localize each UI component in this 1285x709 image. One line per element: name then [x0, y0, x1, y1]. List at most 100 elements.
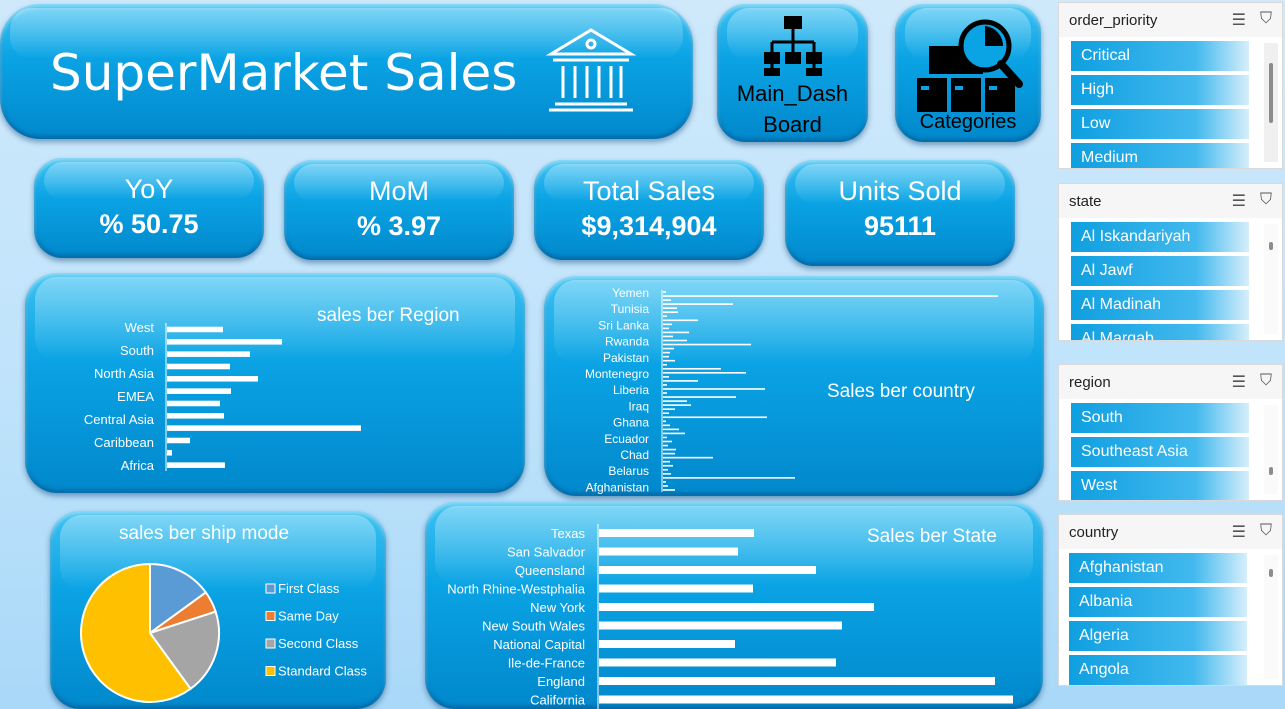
- country-tick-label: Yemen: [612, 286, 649, 300]
- country-bar: [663, 464, 673, 467]
- country-bar: [663, 299, 671, 301]
- state-tick-label: Texas: [551, 526, 585, 541]
- hierarchy-icon: [764, 16, 822, 76]
- region-bar: [167, 388, 231, 394]
- kpi-total-sales-value: $9,314,904: [581, 211, 717, 241]
- region-tick-label: Central Asia: [84, 412, 155, 427]
- state-chart-card: Sales ber State Texas San Salvador Queensl…: [425, 502, 1043, 709]
- country-bar: [663, 444, 668, 447]
- scroll-thumb[interactable]: [1269, 467, 1273, 475]
- bank-icon: [545, 28, 637, 112]
- slicer-scrollbar[interactable]: [1264, 43, 1278, 162]
- region-bar: [167, 363, 230, 370]
- state-bar-chart: Texas San Salvador Queensland North Rhine-W…: [447, 524, 1013, 709]
- slicer-item[interactable]: West: [1071, 471, 1249, 500]
- state-bar: [599, 621, 842, 630]
- country-bar: [663, 432, 685, 435]
- region-tick-label: North Asia: [94, 366, 155, 381]
- slicer-scrollbar[interactable]: [1264, 224, 1278, 334]
- page-title: SuperMarket Sales: [50, 44, 518, 102]
- main-dashboard-button[interactable]: Main_Dash Board: [717, 4, 868, 142]
- clear-filter-icon[interactable]: ⛉: [1259, 372, 1272, 389]
- country-bar: [663, 363, 667, 366]
- country-bar: [663, 367, 721, 370]
- state-chart-title: Sales ber State: [867, 526, 997, 547]
- slicer-order-priority[interactable]: order_priority ☰ ⛉ Critical High Low Med…: [1058, 2, 1283, 169]
- country-bar: [663, 307, 677, 309]
- slicer-item[interactable]: Low: [1071, 109, 1249, 139]
- state-tick-label: England: [537, 674, 585, 689]
- slicer-item[interactable]: Southeast Asia: [1071, 437, 1249, 467]
- state-bar: [599, 677, 995, 685]
- multi-select-icon[interactable]: ☰: [1231, 193, 1246, 210]
- country-bar: [663, 448, 676, 451]
- region-bar: [167, 437, 190, 444]
- legend-swatch: [265, 583, 276, 594]
- region-bar: [167, 462, 225, 468]
- slicer-item[interactable]: Al Iskandariyah: [1071, 222, 1249, 252]
- country-bar: [663, 460, 670, 463]
- slicer-item[interactable]: Al Marqab: [1071, 324, 1249, 340]
- slicer-scrollbar[interactable]: [1264, 555, 1278, 679]
- clear-filter-icon[interactable]: ⛉: [1259, 191, 1272, 208]
- slicer-region[interactable]: region ☰ ⛉ South Southeast Asia West: [1058, 364, 1283, 501]
- categories-button[interactable]: Categories: [895, 4, 1041, 142]
- slicer-header: country ☰ ⛉: [1059, 515, 1282, 549]
- slicer-item[interactable]: Algeria: [1069, 621, 1247, 651]
- country-tick-label: Montenegro: [585, 367, 649, 381]
- slicer-state[interactable]: state ☰ ⛉ Al Iskandariyah Al Jawf Al Mad…: [1058, 183, 1283, 341]
- slicer-items: Critical High Low Medium: [1059, 37, 1282, 168]
- pie-slice: [80, 562, 192, 703]
- country-bar: [663, 436, 667, 439]
- multi-select-icon[interactable]: ☰: [1231, 374, 1246, 391]
- slicer-item[interactable]: High: [1071, 75, 1249, 105]
- slicer-item[interactable]: Afghanistan: [1069, 553, 1247, 583]
- country-bar: [663, 424, 670, 427]
- slicer-item[interactable]: Critical: [1071, 41, 1249, 71]
- scroll-thumb[interactable]: [1269, 569, 1273, 577]
- slicer-item[interactable]: Medium: [1071, 143, 1249, 168]
- country-tick-label: Pakistan: [603, 351, 649, 365]
- country-bar: [663, 347, 674, 350]
- country-bar: [663, 481, 666, 483]
- country-bar: [663, 388, 765, 390]
- clear-filter-icon[interactable]: ⛉: [1259, 10, 1272, 27]
- shipmode-pie-chart: First Class Same Day Second Class Standard …: [80, 562, 367, 703]
- state-bar: [599, 529, 754, 537]
- kpi-total-sales: Total Sales $9,314,904: [534, 160, 764, 260]
- multi-select-icon[interactable]: ☰: [1231, 524, 1246, 541]
- slicer-item[interactable]: South: [1071, 403, 1249, 433]
- country-bar: [663, 311, 678, 314]
- multi-select-icon[interactable]: ☰: [1231, 12, 1246, 29]
- slicer-scrollbar[interactable]: [1264, 405, 1278, 494]
- slicer-items: South Southeast Asia West: [1059, 399, 1282, 500]
- country-bar: [663, 428, 679, 431]
- state-tick-label: North Rhine-Westphalia: [447, 582, 586, 597]
- slicer-country[interactable]: country ☰ ⛉ Afghanistan Albania Algeria …: [1058, 514, 1283, 686]
- state-tick-label: Queensland: [515, 563, 585, 578]
- region-tick-label: Africa: [121, 458, 155, 473]
- kpi-yoy-value: % 50.75: [99, 209, 199, 239]
- region-bar: [167, 413, 224, 419]
- country-bar: [663, 416, 767, 419]
- state-tick-label: New York: [530, 600, 585, 615]
- country-chart-card: Sales ber country Yemen Tunisia Sri Lanka R…: [544, 276, 1044, 496]
- clear-filter-icon[interactable]: ⛉: [1259, 522, 1272, 539]
- slicer-item[interactable]: Angola: [1069, 655, 1247, 685]
- country-bar: [663, 291, 666, 293]
- country-bar: [663, 355, 669, 358]
- country-tick-label: Chad: [620, 448, 649, 462]
- slicer-item[interactable]: Al Madinah: [1071, 290, 1249, 320]
- country-bar: [663, 489, 675, 491]
- scroll-thumb[interactable]: [1269, 242, 1273, 250]
- country-bar: [663, 485, 668, 487]
- country-bar: [663, 392, 667, 394]
- slicer-items: Al Iskandariyah Al Jawf Al Madinah Al Ma…: [1059, 218, 1282, 340]
- region-tick-label: EMEA: [117, 389, 154, 404]
- slicer-title: country: [1069, 523, 1119, 541]
- legend-label: Standard Class: [278, 664, 367, 679]
- legend-swatch: [265, 666, 276, 676]
- slicer-item[interactable]: Al Jawf: [1071, 256, 1249, 286]
- slicer-item[interactable]: Albania: [1069, 587, 1247, 617]
- scroll-thumb[interactable]: [1269, 63, 1273, 123]
